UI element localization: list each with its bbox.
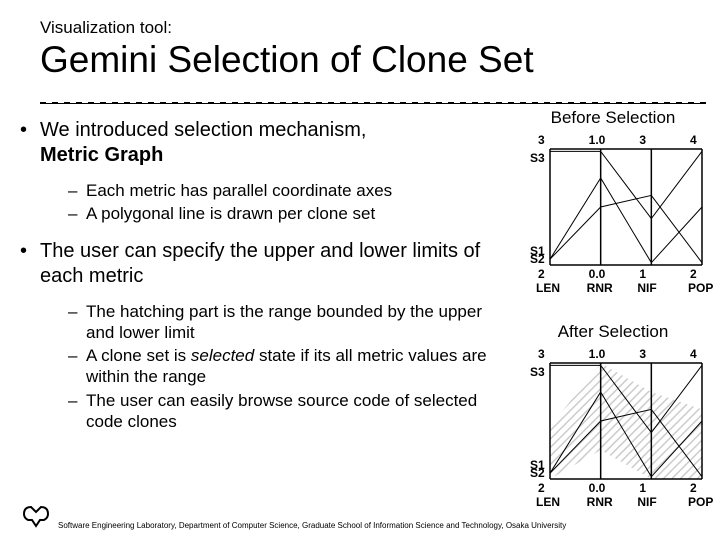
bullet-text-bold: Metric Graph xyxy=(40,144,163,166)
axis-name-label: NIF xyxy=(637,281,656,295)
axis-bottom-label: 2 xyxy=(538,267,545,281)
axis-top-label: 3 xyxy=(538,133,545,147)
axis-top-label: 4 xyxy=(690,347,697,361)
chart-after: After Selection 32LEN1.00.0RNR31NIF42POP… xyxy=(518,322,708,511)
bullet-text-italic: selected xyxy=(191,346,254,365)
axis-name-label: POP xyxy=(688,495,713,509)
axis-name-label: POP xyxy=(688,281,713,295)
bullet-2: The user can specify the upper and lower… xyxy=(20,239,500,289)
chart-title: After Selection xyxy=(518,322,708,342)
axis-bottom-label: 2 xyxy=(690,481,697,495)
axis-top-label: 1.0 xyxy=(589,133,606,147)
bullet-2-2: A clone set is selected state if its all… xyxy=(68,345,500,388)
axis-bottom-label: 2 xyxy=(690,267,697,281)
title-underline xyxy=(40,102,706,104)
chart-title: Before Selection xyxy=(518,108,708,128)
axis-bottom-label: 1 xyxy=(639,267,646,281)
axis-bottom-label: 1 xyxy=(639,481,646,495)
lab-logo-icon xyxy=(20,504,52,530)
axis-bottom-label: 0.0 xyxy=(589,481,606,495)
series-label: S3 xyxy=(530,365,545,379)
page-title: Gemini Selection of Clone Set xyxy=(40,40,720,81)
axis-top-label: 3 xyxy=(639,347,646,361)
axis-bottom-label: 0.0 xyxy=(589,267,606,281)
bullet-text: We introduced selection mechanism, xyxy=(40,119,366,141)
axis-top-label: 3 xyxy=(639,133,646,147)
bullet-2-3: The user can easily browse source code o… xyxy=(68,390,500,433)
series-label: S2 xyxy=(530,466,545,480)
bullet-1: We introduced selection mechanism, Metri… xyxy=(20,118,500,168)
subtitle: Visualization tool: xyxy=(40,18,720,38)
axis-name-label: LEN xyxy=(536,281,560,295)
axis-top-label: 3 xyxy=(538,347,545,361)
bullet-2-1: The hatching part is the range bounded b… xyxy=(68,301,500,344)
axis-name-label: RNR xyxy=(587,495,613,509)
bullet-text: A clone set is xyxy=(86,346,191,365)
axis-bottom-label: 2 xyxy=(538,481,545,495)
bullet-1-2: A polygonal line is drawn per clone set xyxy=(68,203,500,224)
content-area: We introduced selection mechanism, Metri… xyxy=(20,118,500,434)
series-label: S2 xyxy=(530,252,545,266)
chart-before: Before Selection 32LEN1.00.0RNR31NIF42PO… xyxy=(518,108,708,297)
bullet-1-1: Each metric has parallel coordinate axes xyxy=(68,180,500,201)
axis-top-label: 4 xyxy=(690,133,697,147)
axis-name-label: RNR xyxy=(587,281,613,295)
axis-name-label: LEN xyxy=(536,495,560,509)
axis-top-label: 1.0 xyxy=(589,347,606,361)
series-label: S3 xyxy=(530,151,545,165)
footer-text: Software Engineering Laboratory, Departm… xyxy=(58,521,710,530)
axis-name-label: NIF xyxy=(637,495,656,509)
